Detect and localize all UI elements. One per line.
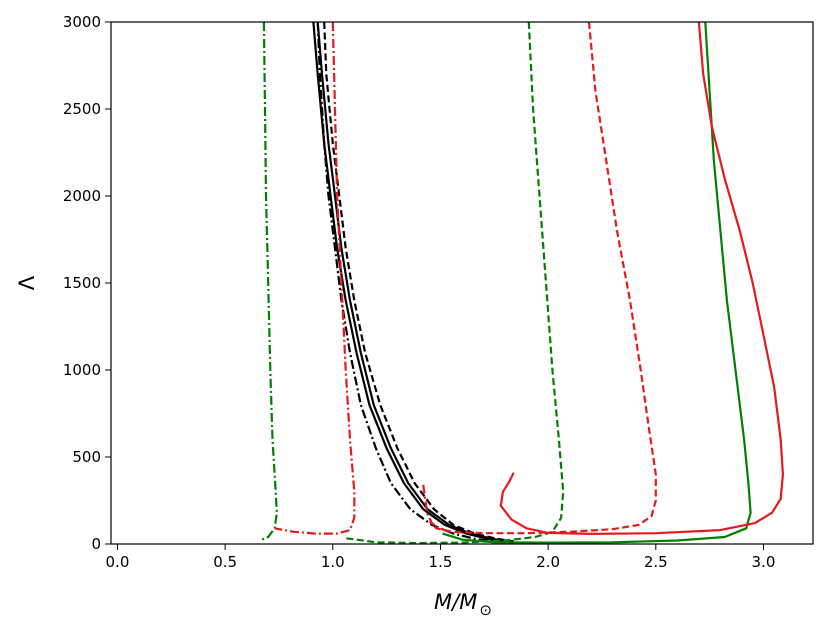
y-axis: 0 500 1000 1500 2000 2500 3000 [63, 13, 111, 553]
x-tick-label: 0.5 [213, 553, 237, 571]
y-tick-label: 1000 [63, 361, 101, 379]
y-tick-label: 0 [91, 535, 101, 553]
series-line-black-solid-1 [316, 22, 510, 543]
series-line-red-dashdot-5 [274, 22, 356, 535]
series-line-black-dashed-2 [323, 22, 514, 543]
x-tick-label: 0.0 [106, 553, 130, 571]
y-tick-label: 500 [72, 448, 101, 466]
x-tick-label: 3.0 [752, 553, 776, 571]
series-layer [259, 22, 785, 544]
y-tick-label: 2000 [63, 187, 101, 205]
series-line-red-solid-10 [499, 22, 785, 536]
x-tick-label: 1.5 [429, 553, 453, 571]
y-tick-label: 2500 [63, 100, 101, 118]
x-axis: 0.0 0.5 1.0 1.5 2.0 2.5 3.0 [106, 544, 776, 571]
series-line-green-dashed-7 [343, 22, 565, 544]
x-tick-label: 2.0 [536, 553, 560, 571]
y-tick-label: 1500 [63, 274, 101, 292]
y-tick-label: 3000 [63, 13, 101, 31]
x-tick-label: 1.0 [321, 553, 345, 571]
x-axis-label: M/M ⊙ [434, 590, 492, 619]
series-line-green-dashdot-4 [259, 22, 278, 542]
x-tick-label: 2.5 [644, 553, 668, 571]
series-line-red-dashed-8 [428, 22, 657, 535]
y-axis-label: Λ [15, 275, 39, 290]
series-line-green-solid-9 [442, 22, 752, 544]
series-line-red-dashdot-6 [422, 484, 452, 533]
